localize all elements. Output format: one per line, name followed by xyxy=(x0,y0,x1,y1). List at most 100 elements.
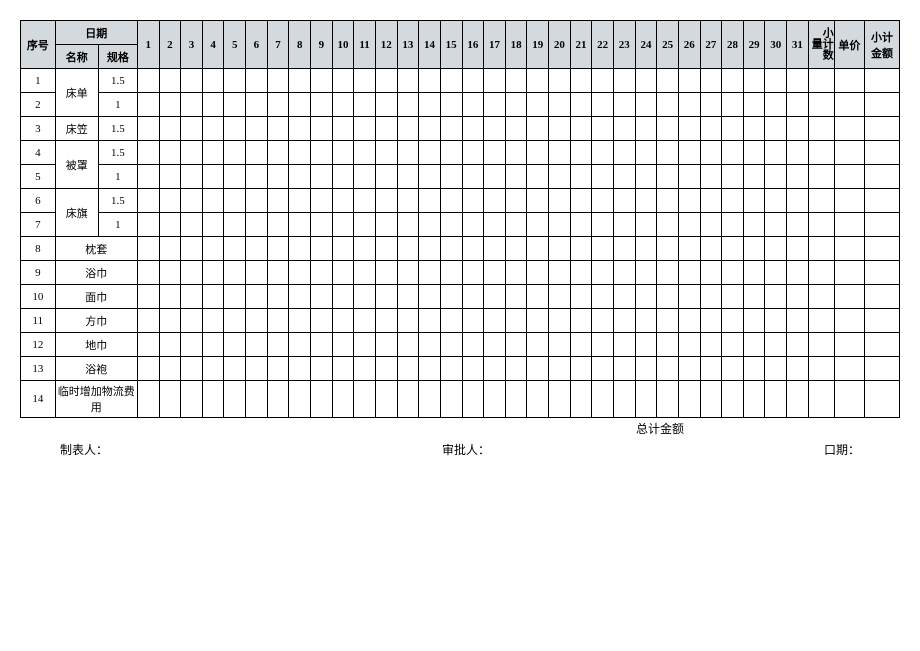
cell-day xyxy=(311,285,333,309)
cell-day xyxy=(137,309,159,333)
cell-name: 被罩 xyxy=(55,141,98,189)
cell-day xyxy=(549,141,571,165)
cell-day xyxy=(700,381,722,418)
cell-price xyxy=(834,285,864,309)
cell-day xyxy=(202,117,224,141)
cell-day xyxy=(419,117,441,141)
cell-day xyxy=(462,141,484,165)
cell-day xyxy=(592,213,614,237)
header-spec: 规格 xyxy=(98,45,137,69)
cell-day xyxy=(678,285,700,309)
cell-day xyxy=(700,141,722,165)
cell-day xyxy=(332,333,354,357)
cell-day xyxy=(246,309,268,333)
cell-day xyxy=(419,141,441,165)
cell-day xyxy=(181,93,203,117)
cell-price xyxy=(834,213,864,237)
cell-day xyxy=(181,381,203,418)
cell-day xyxy=(722,381,744,418)
cell-day xyxy=(311,165,333,189)
cell-subqty xyxy=(808,237,834,261)
header-day: 25 xyxy=(657,21,679,69)
cell-name: 浴巾 xyxy=(55,261,137,285)
cell-day xyxy=(787,381,809,418)
cell-day xyxy=(267,285,289,309)
cell-day xyxy=(635,93,657,117)
cell-day xyxy=(484,237,506,261)
cell-day xyxy=(592,189,614,213)
header-day: 7 xyxy=(267,21,289,69)
cell-day xyxy=(484,69,506,93)
cell-day xyxy=(440,357,462,381)
cell-day xyxy=(440,381,462,418)
cell-day xyxy=(592,93,614,117)
cell-day xyxy=(700,165,722,189)
cell-day xyxy=(765,213,787,237)
table-header: 序号 日期 1 2 3 4 5 6 7 8 9 10 11 12 13 14 1… xyxy=(21,21,900,69)
cell-day xyxy=(159,165,181,189)
cell-name: 地巾 xyxy=(55,333,137,357)
header-day: 18 xyxy=(505,21,527,69)
cell-day xyxy=(224,237,246,261)
cell-day xyxy=(462,93,484,117)
cell-subqty xyxy=(808,69,834,93)
cell-day xyxy=(505,189,527,213)
header-day: 30 xyxy=(765,21,787,69)
cell-day xyxy=(657,93,679,117)
cell-day xyxy=(635,261,657,285)
cell-day xyxy=(462,237,484,261)
header-day: 2 xyxy=(159,21,181,69)
cell-day xyxy=(678,237,700,261)
cell-price xyxy=(834,237,864,261)
cell-name: 浴袍 xyxy=(55,357,137,381)
cell-day xyxy=(246,165,268,189)
cell-day xyxy=(224,261,246,285)
cell-day xyxy=(613,141,635,165)
cell-day xyxy=(527,189,549,213)
cell-day xyxy=(787,261,809,285)
cell-name: 面巾 xyxy=(55,285,137,309)
cell-day xyxy=(354,285,376,309)
cell-day xyxy=(765,237,787,261)
cell-day xyxy=(397,93,419,117)
header-day: 26 xyxy=(678,21,700,69)
cell-day xyxy=(678,213,700,237)
cell-day xyxy=(657,165,679,189)
cell-day xyxy=(592,165,614,189)
cell-day xyxy=(202,309,224,333)
cell-day xyxy=(246,189,268,213)
cell-day xyxy=(440,93,462,117)
cell-seq: 10 xyxy=(21,285,56,309)
cell-day xyxy=(700,117,722,141)
cell-day xyxy=(527,237,549,261)
cell-day xyxy=(484,261,506,285)
cell-day xyxy=(657,141,679,165)
cell-day xyxy=(181,357,203,381)
cell-day xyxy=(462,189,484,213)
cell-day xyxy=(613,117,635,141)
cell-day xyxy=(202,357,224,381)
cell-day xyxy=(202,237,224,261)
cell-day xyxy=(743,141,765,165)
cell-day xyxy=(224,189,246,213)
cell-day xyxy=(592,285,614,309)
table-row: 10面巾 xyxy=(21,285,900,309)
cell-day xyxy=(722,333,744,357)
cell-seq: 1 xyxy=(21,69,56,93)
cell-day xyxy=(159,213,181,237)
cell-day xyxy=(246,261,268,285)
cell-name: 床笠 xyxy=(55,117,98,141)
cell-day xyxy=(787,285,809,309)
cell-subamt xyxy=(865,141,900,165)
cell-day xyxy=(743,261,765,285)
cell-day xyxy=(765,141,787,165)
cell-day xyxy=(635,237,657,261)
cell-day xyxy=(440,333,462,357)
cell-day xyxy=(224,357,246,381)
cell-day xyxy=(527,357,549,381)
cell-price xyxy=(834,381,864,418)
cell-day xyxy=(419,285,441,309)
cell-day xyxy=(354,333,376,357)
cell-day xyxy=(419,333,441,357)
cell-day xyxy=(570,309,592,333)
